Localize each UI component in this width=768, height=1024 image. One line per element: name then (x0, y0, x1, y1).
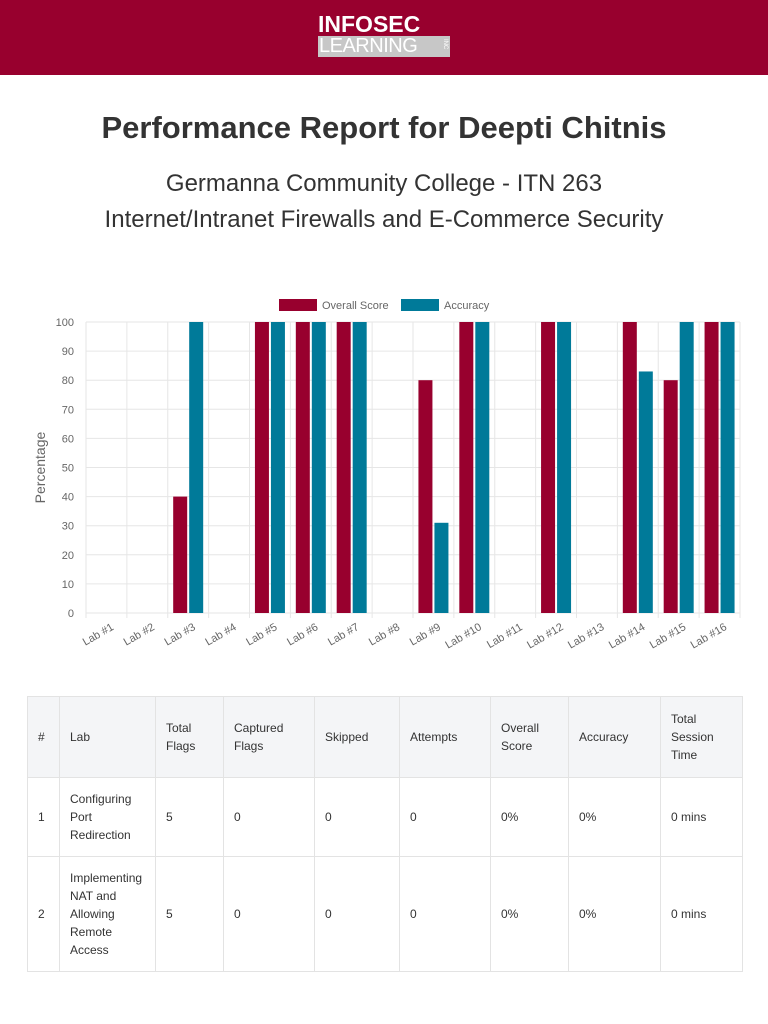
performance-bar-chart: 0 10 20 30 40 50 60 70 80 90 100 Lab #1 Lab #2 Lab #3… (32, 299, 741, 651)
cell-lab: Implementing NAT and Allowing Remote Acc… (59, 856, 156, 972)
header-number: # (27, 696, 60, 778)
cell-accuracy: 0% (568, 856, 661, 972)
logo-text-learning: LEARNING (319, 35, 418, 57)
header-lab: Lab (59, 696, 156, 778)
cell-skipped: 0 (314, 777, 400, 857)
header-skipped: Skipped (314, 696, 400, 778)
cell-overall-score: 0% (490, 856, 569, 972)
y-tick-label: 40 (62, 492, 74, 504)
legend-swatch-accuracy (401, 299, 439, 311)
y-tick-label: 100 (56, 317, 74, 329)
y-tick-label: 0 (68, 608, 74, 620)
x-tick-label: Lab #2 (122, 621, 157, 648)
cell-overall-score: 0% (490, 777, 569, 857)
x-tick-label: Lab #4 (203, 621, 238, 648)
table-row: 2 Implementing NAT and Allowing Remote A… (27, 856, 743, 972)
bar-accuracy (557, 322, 572, 613)
x-tick-label: Lab #7 (326, 621, 361, 648)
x-tick-label: Lab #10 (443, 621, 483, 651)
cell-total-flags: 5 (155, 777, 224, 857)
y-tick-label: 30 (62, 521, 74, 533)
header-banner: INFOSEC LEARNING INC (0, 0, 768, 75)
cell-number: 2 (27, 856, 60, 972)
bar-overall-score (663, 380, 678, 613)
y-tick-label: 50 (62, 463, 74, 475)
header-accuracy: Accuracy (568, 696, 661, 778)
x-tick-label: Lab #11 (485, 621, 525, 651)
bar-accuracy (352, 322, 367, 613)
bar-accuracy (679, 322, 694, 613)
bar-overall-score (459, 322, 474, 613)
cell-captured-flags: 0 (223, 856, 315, 972)
bar-overall-score (254, 322, 269, 613)
bar-accuracy (475, 322, 490, 613)
lab-results-table-container: # Lab Total Flags Captured Flags Skipped… (27, 696, 743, 972)
cell-lab: Configuring Port Redirection (59, 777, 156, 857)
x-tick-label: Lab #3 (163, 621, 198, 648)
logo-learning-box: LEARNING INC (318, 36, 450, 57)
bar-accuracy (638, 371, 653, 613)
logo-text-inc: INC (442, 39, 448, 50)
bar-accuracy (720, 322, 735, 613)
cell-number: 1 (27, 777, 60, 857)
y-tick-label: 10 (62, 579, 74, 591)
header-captured-flags: Captured Flags (223, 696, 315, 778)
bar-overall-score (295, 322, 310, 613)
cell-accuracy: 0% (568, 777, 661, 857)
y-tick-label: 70 (62, 404, 74, 416)
cell-total-session-time: 0 mins (660, 856, 743, 972)
bar-overall-score (336, 322, 351, 613)
cell-captured-flags: 0 (223, 777, 315, 857)
x-tick-label: Lab #9 (408, 621, 443, 648)
course-subtitle-line2: Internet/Intranet Firewalls and E-Commer… (104, 206, 664, 233)
bar-accuracy (434, 522, 449, 613)
y-axis-title: Percentage (32, 431, 48, 503)
lab-results-table: # Lab Total Flags Captured Flags Skipped… (27, 696, 743, 972)
header-overall-score: Overall Score (490, 696, 569, 778)
x-tick-label: Lab #14 (607, 621, 647, 651)
bar-accuracy (270, 322, 285, 613)
header-total-flags: Total Flags (155, 696, 224, 778)
cell-total-flags: 5 (155, 856, 224, 972)
bar-accuracy (189, 322, 204, 613)
cell-skipped: 0 (314, 856, 400, 972)
header-total-session-time: Total Session Time (660, 696, 743, 778)
x-tick-label: Lab #16 (689, 621, 729, 651)
y-tick-label: 20 (62, 550, 74, 562)
y-tick-label: 90 (62, 346, 74, 358)
x-tick-label: Lab #6 (285, 621, 320, 648)
logo-text-infosec: INFOSEC (318, 11, 421, 37)
bar-overall-score (418, 380, 433, 613)
table-row: 1 Configuring Port Redirection 5 0 0 0 0… (27, 777, 743, 857)
course-subtitle-line1: Germanna Community College - ITN 263 (165, 170, 603, 197)
legend-swatch-overall-score (279, 299, 317, 311)
cell-attempts: 0 (399, 777, 491, 857)
bar-overall-score (622, 322, 637, 613)
y-tick-label: 80 (62, 375, 74, 387)
x-tick-label: Lab #12 (525, 621, 565, 651)
legend-label-overall-score: Overall Score (322, 300, 389, 312)
x-tick-label: Lab #1 (81, 621, 116, 648)
x-tick-label: Lab #8 (367, 621, 402, 648)
cell-attempts: 0 (399, 856, 491, 972)
bar-overall-score (704, 322, 719, 613)
page-title: Performance Report for Deepti Chitnis (101, 110, 667, 145)
bar-accuracy (311, 322, 326, 613)
cell-total-session-time: 0 mins (660, 777, 743, 857)
bar-overall-score (173, 496, 188, 613)
infosec-learning-logo: INFOSEC LEARNING INC (318, 13, 452, 57)
table-header-row: # Lab Total Flags Captured Flags Skipped… (27, 696, 743, 778)
legend-label-accuracy: Accuracy (444, 300, 490, 312)
header-attempts: Attempts (399, 696, 491, 778)
y-tick-label: 60 (62, 433, 74, 445)
x-tick-label: Lab #13 (566, 621, 606, 651)
bar-overall-score (541, 322, 556, 613)
x-tick-label: Lab #15 (648, 621, 688, 651)
x-tick-label: Lab #5 (244, 621, 279, 648)
